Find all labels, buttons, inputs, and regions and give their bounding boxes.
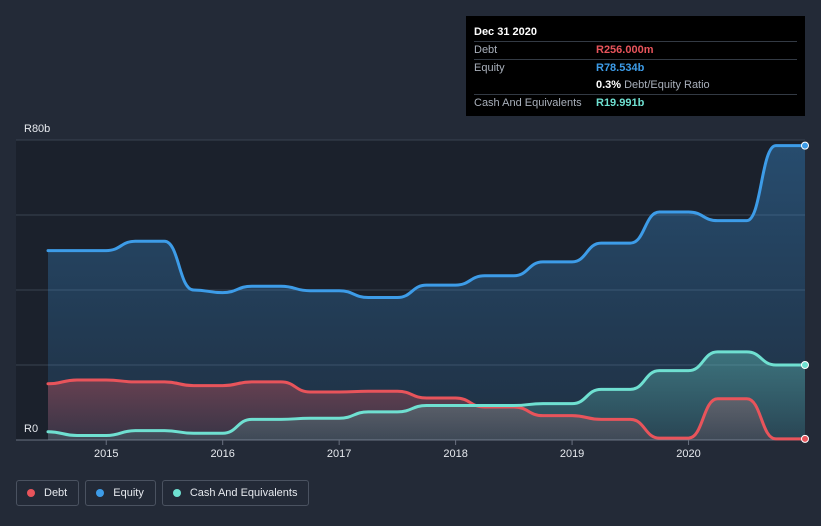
tooltip-ratio-value: 0.3% bbox=[596, 79, 622, 91]
equity-line bbox=[46, 144, 807, 299]
debt-end-marker bbox=[801, 434, 809, 443]
tooltip-equity-label: Equity bbox=[474, 62, 505, 74]
legend-dot-cash bbox=[172, 489, 181, 497]
tooltip-debt-value: R256.000m bbox=[596, 44, 654, 56]
tooltip-equity-value: R78.534b bbox=[596, 62, 645, 74]
x-axis: 2015 2016 2017 2018 2019 2020 bbox=[94, 440, 701, 460]
tooltip-ratio-label: Debt/Equity Ratio bbox=[624, 79, 710, 91]
tooltip-debt-label: Debt bbox=[474, 44, 498, 56]
equity-end-marker bbox=[801, 141, 809, 150]
tooltip-equity-row: Equity R78.534b bbox=[474, 59, 797, 77]
x-tick-label: 2016 bbox=[210, 448, 234, 460]
x-tick-label: 2017 bbox=[327, 448, 351, 460]
legend-label-equity: Equity bbox=[113, 487, 144, 499]
debt-line bbox=[46, 378, 807, 441]
x-tick-label: 2019 bbox=[560, 448, 584, 460]
cash-line bbox=[46, 350, 807, 438]
y-axis-label-bottom: R0 bbox=[24, 423, 38, 435]
equity-area bbox=[48, 145, 805, 440]
end-markers bbox=[801, 141, 809, 443]
tooltip-ratio-row: 0.3% Debt/Equity Ratio bbox=[474, 77, 797, 94]
legend-item-equity[interactable]: Equity bbox=[85, 480, 156, 506]
legend-item-debt[interactable]: Debt bbox=[16, 480, 80, 506]
y-axis-label-top: R80b bbox=[24, 123, 50, 135]
legend-dot-equity bbox=[96, 489, 105, 497]
x-tick-label: 2020 bbox=[676, 448, 700, 460]
tooltip-debt-row: Debt R256.000m bbox=[474, 41, 797, 59]
tooltip-cash-label: Cash And Equivalents bbox=[474, 97, 582, 109]
chart-legend: Debt Equity Cash And Equivalents bbox=[16, 480, 310, 506]
legend-dot-debt bbox=[27, 489, 35, 497]
tooltip-cash-row: Cash And Equivalents R19.991b bbox=[474, 94, 797, 112]
cash-end-marker bbox=[801, 361, 809, 369]
tooltip-date: Dec 31 2020 bbox=[474, 26, 537, 38]
tooltip-cash-value: R19.991b bbox=[596, 97, 645, 109]
legend-label-debt: Debt bbox=[44, 487, 68, 499]
x-tick-label: 2015 bbox=[94, 448, 118, 460]
tooltip-panel: Dec 31 2020 Debt R256.000m Equity R78.53… bbox=[466, 16, 805, 116]
legend-item-cash[interactable]: Cash And Equivalents bbox=[161, 480, 310, 506]
x-tick-label: 2018 bbox=[443, 448, 467, 460]
legend-label-cash: Cash And Equivalents bbox=[189, 487, 298, 499]
series-lines bbox=[46, 144, 807, 441]
